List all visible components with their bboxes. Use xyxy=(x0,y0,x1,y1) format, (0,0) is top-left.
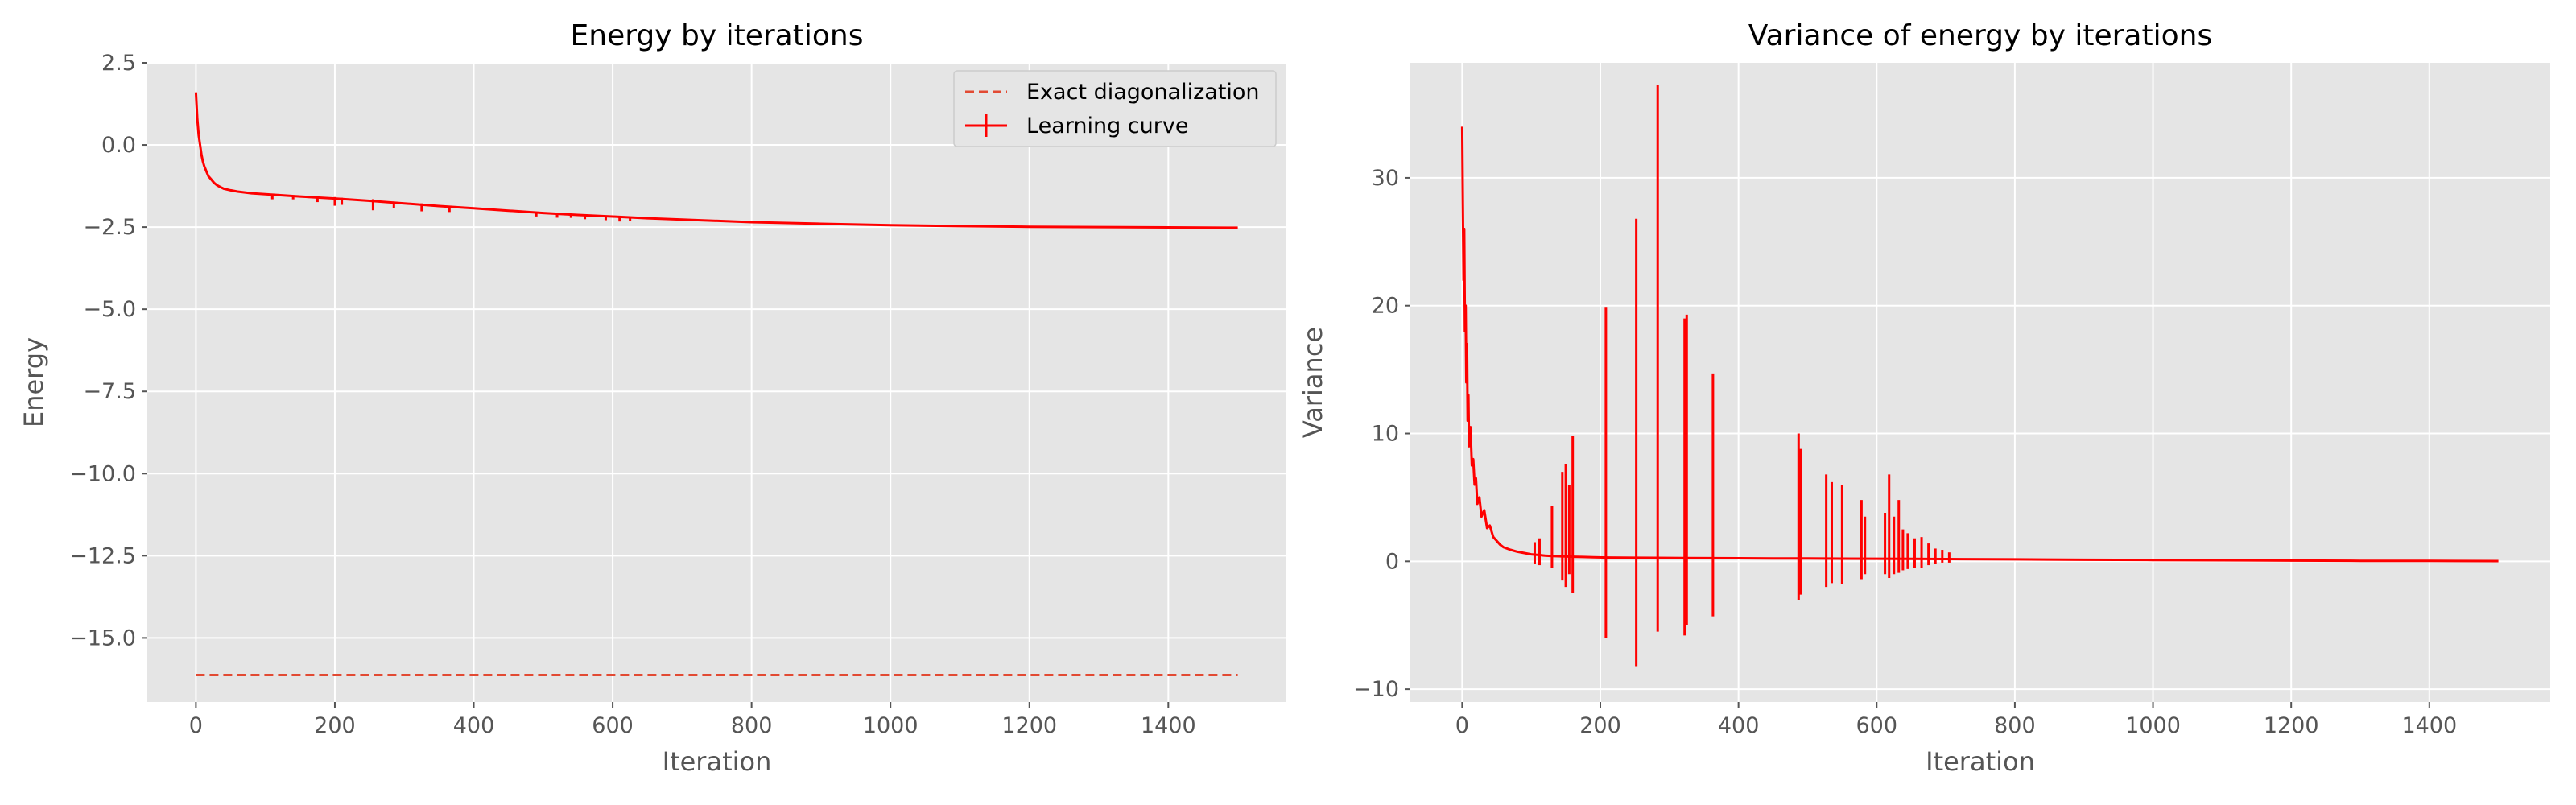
energy-chart-title: Energy by iterations xyxy=(571,19,864,52)
energy-x-axis-label: Iteration xyxy=(663,746,772,777)
variance-chart: 0 200 400 600 800 1000 1200 1400 30 20 10 0 −10 Var… xyxy=(1298,19,2550,777)
y-tick-label: −10 xyxy=(1353,677,1399,702)
x-tick-label: 800 xyxy=(731,713,773,738)
variance-y-axis-label: Variance xyxy=(1298,327,1328,438)
variance-series xyxy=(1460,84,2499,667)
x-tick-label: 400 xyxy=(453,713,495,738)
x-tick-label: 200 xyxy=(314,713,356,738)
energy-y-axis-label: Energy xyxy=(19,337,49,427)
y-tick-label: −12.5 xyxy=(69,543,136,568)
x-tick-label: 0 xyxy=(1455,713,1469,738)
y-tick-label: −15.0 xyxy=(69,625,136,650)
energy-chart: 0 200 400 600 800 1000 1200 1400 2.5 0.0 −2.5 −5.0… xyxy=(19,19,1286,777)
x-tick-label: 1400 xyxy=(2401,713,2457,738)
x-tick-label: 1000 xyxy=(863,713,919,738)
y-tick-label: −7.5 xyxy=(83,379,136,404)
y-tick-label: −10.0 xyxy=(69,461,136,486)
x-tick-label: 400 xyxy=(1718,713,1760,738)
legend-exact-diagonalization-label: Exact diagonalization xyxy=(1026,80,1260,105)
variance-plot-area xyxy=(1410,63,2550,702)
energy-series xyxy=(194,92,1238,676)
y-tick-label: 10 xyxy=(1372,422,1399,447)
energy-y-ticks: 2.5 0.0 −2.5 −5.0 −7.5 −10.0 −12.5 −15.0 xyxy=(69,51,147,650)
y-tick-label: 2.5 xyxy=(101,51,136,76)
x-tick-label: 600 xyxy=(1856,713,1897,738)
y-tick-label: 0 xyxy=(1385,549,1399,574)
y-tick-label: −2.5 xyxy=(83,215,136,240)
x-tick-label: 1400 xyxy=(1141,713,1196,738)
variance-chart-title: Variance of energy by iterations xyxy=(1748,19,2212,52)
x-tick-label: 1200 xyxy=(1001,713,1057,738)
variance-y-ticks: 30 20 10 0 −10 xyxy=(1353,166,1410,702)
energy-plot-area xyxy=(147,63,1286,702)
variance-x-axis-label: Iteration xyxy=(1926,746,2035,777)
x-tick-label: 600 xyxy=(592,713,634,738)
energy-legend: Exact diagonalization Learning curve xyxy=(953,70,1277,147)
x-tick-label: 0 xyxy=(189,713,203,738)
x-tick-label: 800 xyxy=(1994,713,2036,738)
y-tick-label: 30 xyxy=(1372,166,1399,191)
y-tick-label: 0.0 xyxy=(101,133,136,158)
y-tick-label: 20 xyxy=(1372,294,1399,319)
legend-box xyxy=(953,70,1277,147)
y-tick-label: −5.0 xyxy=(83,297,136,322)
x-tick-label: 1000 xyxy=(2125,713,2181,738)
x-tick-label: 200 xyxy=(1579,713,1621,738)
energy-x-ticks: 0 200 400 600 800 1000 1200 1400 xyxy=(189,702,1196,738)
x-tick-label: 1200 xyxy=(2264,713,2319,738)
variance-x-ticks: 0 200 400 600 800 1000 1200 1400 xyxy=(1455,702,2457,738)
legend-learning-curve-label: Learning curve xyxy=(1026,114,1188,138)
